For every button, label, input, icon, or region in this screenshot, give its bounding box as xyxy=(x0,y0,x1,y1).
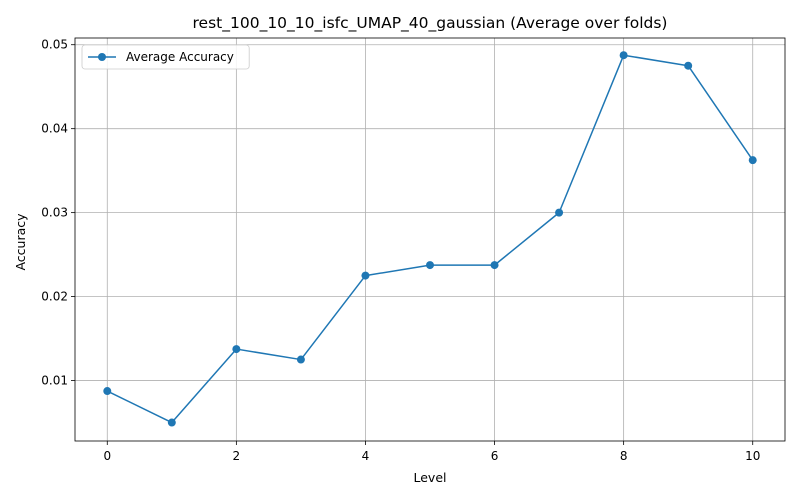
data-point xyxy=(232,345,241,354)
legend-box xyxy=(81,44,250,70)
data-point xyxy=(684,61,693,70)
series-layer xyxy=(103,51,757,427)
plot-frame xyxy=(74,37,786,442)
data-point xyxy=(167,418,176,427)
data-point xyxy=(426,261,434,270)
data-point xyxy=(296,355,305,364)
y-tick-label: 0.05 xyxy=(41,38,68,52)
x-tick-label: 2 xyxy=(233,449,241,463)
x-tick-label: 10 xyxy=(745,449,760,463)
x-tick-label: 8 xyxy=(620,449,628,463)
data-point xyxy=(555,208,564,217)
y-tick-label: 0.01 xyxy=(41,374,68,388)
data-point xyxy=(490,261,499,270)
data-point xyxy=(619,51,628,60)
legend-marker xyxy=(98,53,106,61)
y-tick-label: 0.02 xyxy=(41,290,68,304)
x-tick-label: 4 xyxy=(362,449,370,463)
data-point xyxy=(103,387,112,396)
x-tick-label: 0 xyxy=(103,449,111,463)
axes: 0 2 4 6 8 10 0.01 0.02 0.03 0.04 0.05 xyxy=(41,37,786,463)
legend: Average Accuracy xyxy=(81,44,250,70)
legend-label: Average Accuracy xyxy=(126,50,234,64)
y-tick-label: 0.03 xyxy=(41,206,68,220)
y-tick-label: 0.04 xyxy=(41,122,68,136)
data-point xyxy=(748,156,757,165)
x-tick-label: 6 xyxy=(491,449,499,463)
chart-title: rest_100_10_10_isfc_UMAP_40_gaussian (Av… xyxy=(193,14,668,33)
y-axis-label: Accuracy xyxy=(13,213,28,271)
data-point xyxy=(361,271,370,280)
x-axis-label: Level xyxy=(414,470,447,485)
